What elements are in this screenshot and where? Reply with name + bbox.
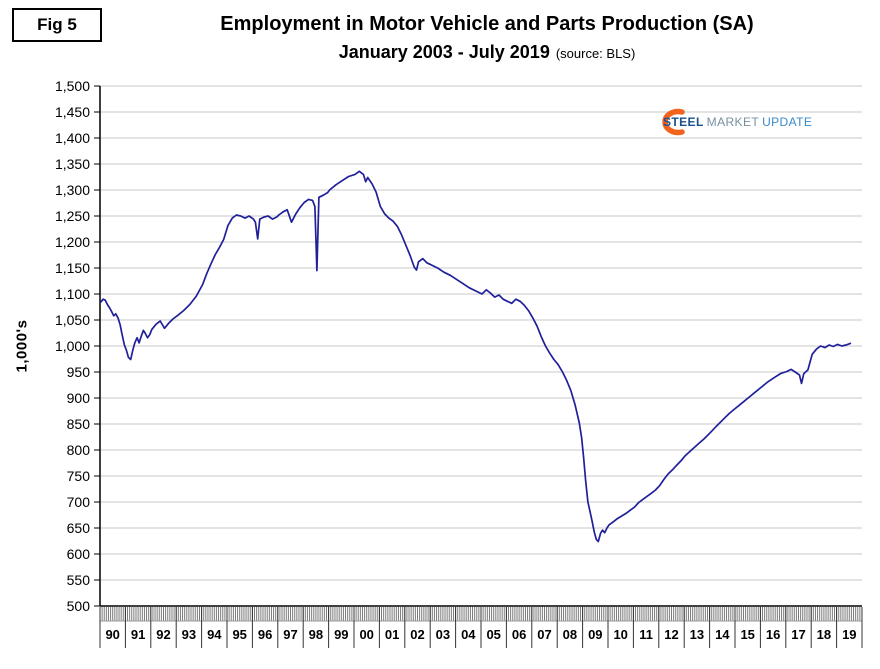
x-year-label: 91 (131, 627, 145, 642)
employment-line-series (100, 170, 852, 543)
x-year-label: 95 (232, 627, 246, 642)
chart-title: Employment in Motor Vehicle and Parts Pr… (220, 13, 754, 35)
x-year-label: 15 (740, 627, 754, 642)
smu-swoosh-icon (662, 108, 685, 136)
y-tick-label: 1,100 (55, 286, 90, 302)
x-year-label: 19 (842, 627, 856, 642)
x-year-label: 03 (436, 627, 450, 642)
y-tick-label: 1,400 (55, 130, 90, 146)
smu-logo-word-market: MARKET (706, 115, 760, 129)
x-year-label: 12 (664, 627, 678, 642)
y-tick-label: 600 (67, 546, 91, 562)
x-year-label: 17 (791, 627, 805, 642)
steel-market-update-logo: STEEL MARKET UPDATE (652, 106, 812, 138)
x-year-label: 00 (359, 627, 373, 642)
y-tick-label: 900 (67, 390, 91, 406)
y-tick-label: 700 (67, 494, 91, 510)
y-tick-label: 1,250 (55, 208, 90, 224)
x-year-label: 06 (512, 627, 526, 642)
y-tick-label: 1,500 (55, 78, 90, 94)
x-year-label: 13 (690, 627, 704, 642)
y-tick-label: 1,050 (55, 312, 90, 328)
y-tick-label: 950 (67, 364, 91, 380)
y-tick-label: 1,000 (55, 338, 90, 354)
y-tick-label: 800 (67, 442, 91, 458)
x-year-label: 97 (283, 627, 297, 642)
chart-subtitle-dates: January 2003 - July 2019 (338, 42, 550, 62)
x-year-label: 04 (461, 627, 476, 642)
x-year-label: 18 (817, 627, 831, 642)
smu-logo-word-update: UPDATE (762, 115, 813, 129)
x-year-label: 16 (766, 627, 780, 642)
smu-logo-word-steel: STEEL (663, 115, 704, 129)
x-year-label: 90 (105, 627, 119, 642)
chart-subtitle: January 2003 - July 2019 (source: BLS) (100, 41, 874, 64)
x-year-label: 09 (588, 627, 602, 642)
y-tick-label: 1,450 (55, 104, 90, 120)
y-tick-label: 650 (67, 520, 91, 536)
x-year-label: 96 (258, 627, 272, 642)
y-tick-label: 1,300 (55, 182, 90, 198)
figure-number-label: Fig 5 (37, 15, 77, 34)
x-year-label: 05 (486, 627, 500, 642)
y-tick-label: 500 (67, 598, 91, 614)
y-tick-label: 750 (67, 468, 91, 484)
y-tick-label: 1,350 (55, 156, 90, 172)
figure-number-box: Fig 5 (12, 8, 102, 42)
y-tick-label: 550 (67, 572, 91, 588)
x-year-label: 99 (334, 627, 348, 642)
y-tick-label: 850 (67, 416, 91, 432)
x-year-label: 02 (410, 627, 424, 642)
x-year-label: 08 (563, 627, 577, 642)
x-year-label: 14 (715, 627, 730, 642)
chart-source-note: (source: BLS) (555, 46, 636, 61)
x-year-label: 10 (613, 627, 627, 642)
x-year-label: 93 (182, 627, 196, 642)
x-year-label: 94 (207, 627, 222, 642)
x-year-label: 92 (156, 627, 170, 642)
y-tick-label: 1,200 (55, 234, 90, 250)
y-tick-label: 1,150 (55, 260, 90, 276)
x-year-label: 01 (385, 627, 399, 642)
smu-logo-words: STEEL MARKET UPDATE (663, 115, 812, 129)
x-year-label: 07 (537, 627, 551, 642)
x-year-label: 98 (309, 627, 323, 642)
chart-header: Employment in Motor Vehicle and Parts Pr… (100, 12, 874, 64)
x-year-label: 11 (639, 627, 653, 642)
